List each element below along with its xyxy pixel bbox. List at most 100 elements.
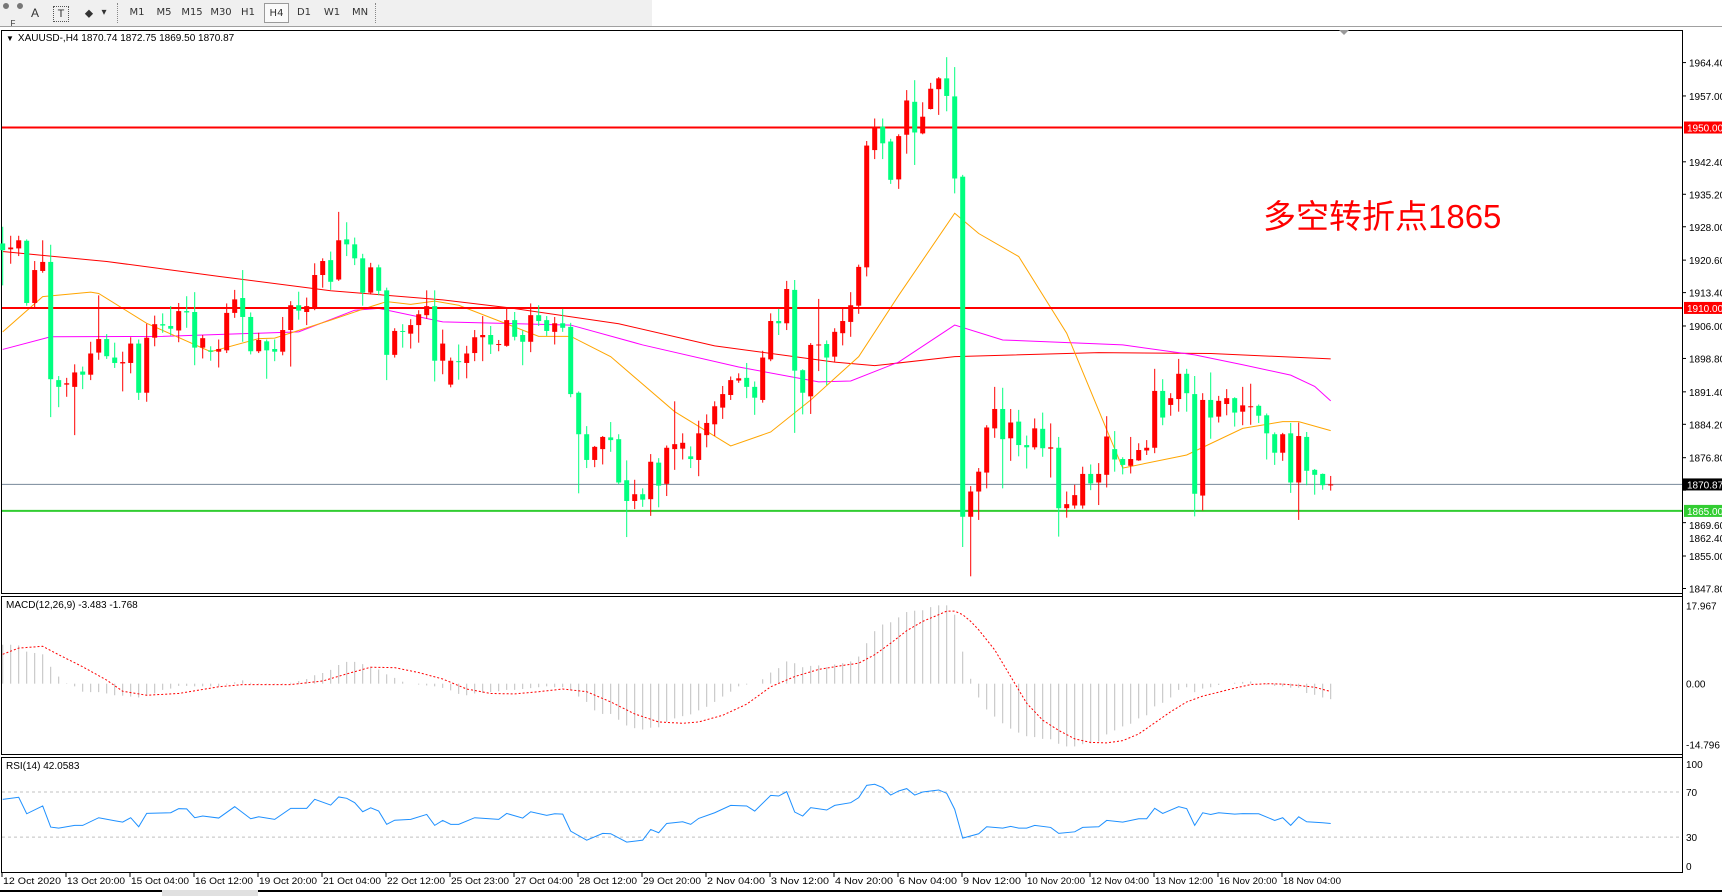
candle <box>632 479 638 510</box>
price-tick-label: 1935.20 <box>1689 190 1722 201</box>
candle <box>1024 435 1030 469</box>
timeframe-h1[interactable]: H1 <box>241 7 255 18</box>
candle <box>144 323 150 402</box>
candle-body <box>1320 473 1326 486</box>
time-tick-label: 19 Oct 20:00 <box>259 876 317 887</box>
candle <box>1312 468 1318 495</box>
collapse-icon[interactable]: ▼ <box>6 34 14 43</box>
price-tick-label: 1862.40 <box>1689 534 1722 545</box>
candle <box>896 134 902 189</box>
rsi-pane[interactable]: 100 70 30 0 <box>1 757 1704 873</box>
candle <box>1112 431 1118 472</box>
candle-body <box>920 116 926 134</box>
price-tag-bg <box>1684 301 1722 314</box>
chart-annotation[interactable]: 多空转折点1865 <box>1263 198 1501 235</box>
candle-body <box>1296 436 1302 483</box>
time-tick-label: 10 Nov 20:00 <box>1027 876 1085 887</box>
time-tick-label: 2 Nov 04:00 <box>707 876 765 887</box>
macd-tick-label: 17.967 <box>1686 602 1717 613</box>
chart-shift-marker-icon[interactable] <box>1339 30 1349 35</box>
candle-body <box>624 480 630 501</box>
candle-body <box>392 330 398 355</box>
candle-body <box>1160 390 1166 418</box>
candle <box>1104 416 1110 488</box>
shapes-icon[interactable]: ⬥ <box>84 6 94 20</box>
candle <box>8 235 14 264</box>
candle <box>336 211 342 281</box>
candle <box>1064 491 1070 518</box>
candle-body <box>184 311 190 313</box>
candle <box>536 305 542 326</box>
candle <box>928 82 934 110</box>
candle-body <box>104 339 110 357</box>
chart-tab[interactable] <box>162 890 258 896</box>
candle-body <box>632 494 638 501</box>
candle-body <box>856 266 862 306</box>
candle-body <box>264 341 270 351</box>
candle-body <box>488 335 494 345</box>
candle-body <box>728 380 734 395</box>
candle <box>704 414 710 448</box>
candle <box>504 307 510 347</box>
candle-body <box>592 446 598 460</box>
candle <box>344 222 350 257</box>
main-price-pane[interactable]: 1964.40 1957.00 1942.40 1935.20 1928.00 1920.… <box>0 30 1722 596</box>
time-tick-label: 27 Oct 04:00 <box>515 876 573 887</box>
candle <box>1136 443 1142 461</box>
candle-body <box>440 343 446 361</box>
candle <box>904 90 910 154</box>
candle <box>432 290 438 382</box>
timeframe-w1[interactable]: W1 <box>323 7 341 18</box>
candle-body <box>1256 405 1262 416</box>
candle <box>560 308 566 332</box>
candle-body <box>232 299 238 313</box>
candle-body <box>288 305 294 331</box>
time-tick-label: 25 Oct 23:00 <box>451 876 509 887</box>
candle-body <box>640 494 646 500</box>
candle-body <box>400 330 406 332</box>
time-tick-label: 13 Oct 20:00 <box>67 876 125 887</box>
candle-body <box>1144 447 1150 451</box>
timeframe-m15[interactable]: M15 <box>181 7 203 18</box>
candle <box>128 337 134 374</box>
candle-body <box>112 357 118 363</box>
candle <box>688 446 694 469</box>
text-tool-icon[interactable]: A <box>30 6 39 20</box>
candle-body <box>384 290 390 355</box>
candle-body <box>192 312 198 348</box>
candle-body <box>664 447 670 484</box>
candle <box>816 298 822 372</box>
candle <box>776 308 782 336</box>
timeframe-mn[interactable]: MN <box>351 7 369 18</box>
text-label-icon[interactable]: T <box>53 6 69 22</box>
candle <box>24 239 30 306</box>
candle-body <box>1016 421 1022 446</box>
candle <box>512 312 518 341</box>
price-tick-label: 1920.60 <box>1689 256 1722 267</box>
candle-body <box>808 344 814 397</box>
candle-body <box>368 267 374 293</box>
timeframe-m1[interactable]: M1 <box>129 7 145 18</box>
timeframe-d1[interactable]: D1 <box>296 7 312 18</box>
candle <box>240 270 246 342</box>
macd-pane[interactable]: 17.967 0.00 -14.796 <box>1 596 1721 755</box>
candle <box>936 77 942 115</box>
shapes-dropdown-icon[interactable]: ▾ <box>101 7 107 18</box>
toolbar: F A T ⬥ ▾ M1 M5 M15 M30 H1 H4 D1 W1 MN <box>0 0 1722 28</box>
candle <box>680 433 686 460</box>
timeframe-m5[interactable]: M5 <box>156 7 172 18</box>
timeframe-h4[interactable]: H4 <box>264 3 289 23</box>
candle <box>1128 436 1134 474</box>
candle <box>728 376 734 400</box>
timeframe-m30[interactable]: M30 <box>210 7 232 18</box>
time-tick-label: 4 Nov 20:00 <box>835 876 893 887</box>
candle <box>744 362 750 399</box>
candle <box>304 297 310 326</box>
candle-body <box>1120 459 1126 465</box>
candle <box>760 350 766 403</box>
candle-body <box>736 378 742 381</box>
candle-body <box>864 145 870 268</box>
candle-body <box>448 360 454 385</box>
period-separator-icon[interactable]: F <box>3 3 23 28</box>
